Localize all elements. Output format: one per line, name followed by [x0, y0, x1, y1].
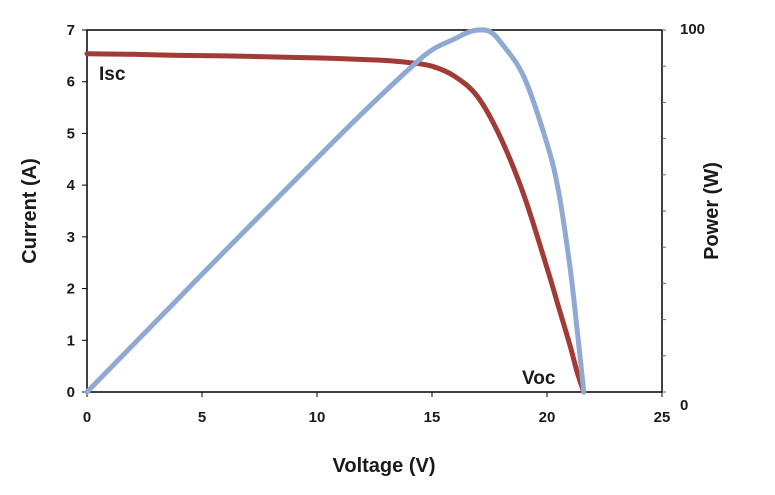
x-tick-label: 5: [198, 409, 206, 426]
current-series-line: [84, 51, 587, 395]
y2-axis-title: Power (W): [701, 162, 723, 260]
y-tick-label: 5: [67, 125, 75, 142]
power-series-line: [84, 27, 587, 395]
x-tick-label: 10: [309, 409, 326, 426]
isc-annotation: Isc: [99, 64, 126, 85]
y-tick-label: 1: [67, 332, 75, 349]
y2-tick-label: 0: [680, 397, 688, 414]
x-axis-title: Voltage (V): [333, 455, 436, 477]
x-tick-label: 0: [83, 409, 91, 426]
y-tick-label: 3: [67, 229, 75, 246]
x-tick-label: 20: [539, 409, 556, 426]
x-tick-label: 25: [654, 409, 671, 426]
y-axis-title: Current (A): [19, 158, 41, 264]
y-tick-label: 4: [67, 177, 76, 194]
voc-annotation: Voc: [522, 368, 556, 389]
y-tick-label: 7: [67, 22, 75, 39]
y2-tick-label: 100: [680, 21, 705, 38]
y-tick-label: 6: [67, 74, 75, 91]
y-tick-label: 0: [67, 384, 75, 401]
x-tick-label: 15: [424, 409, 441, 426]
y-tick-label: 2: [67, 281, 75, 298]
